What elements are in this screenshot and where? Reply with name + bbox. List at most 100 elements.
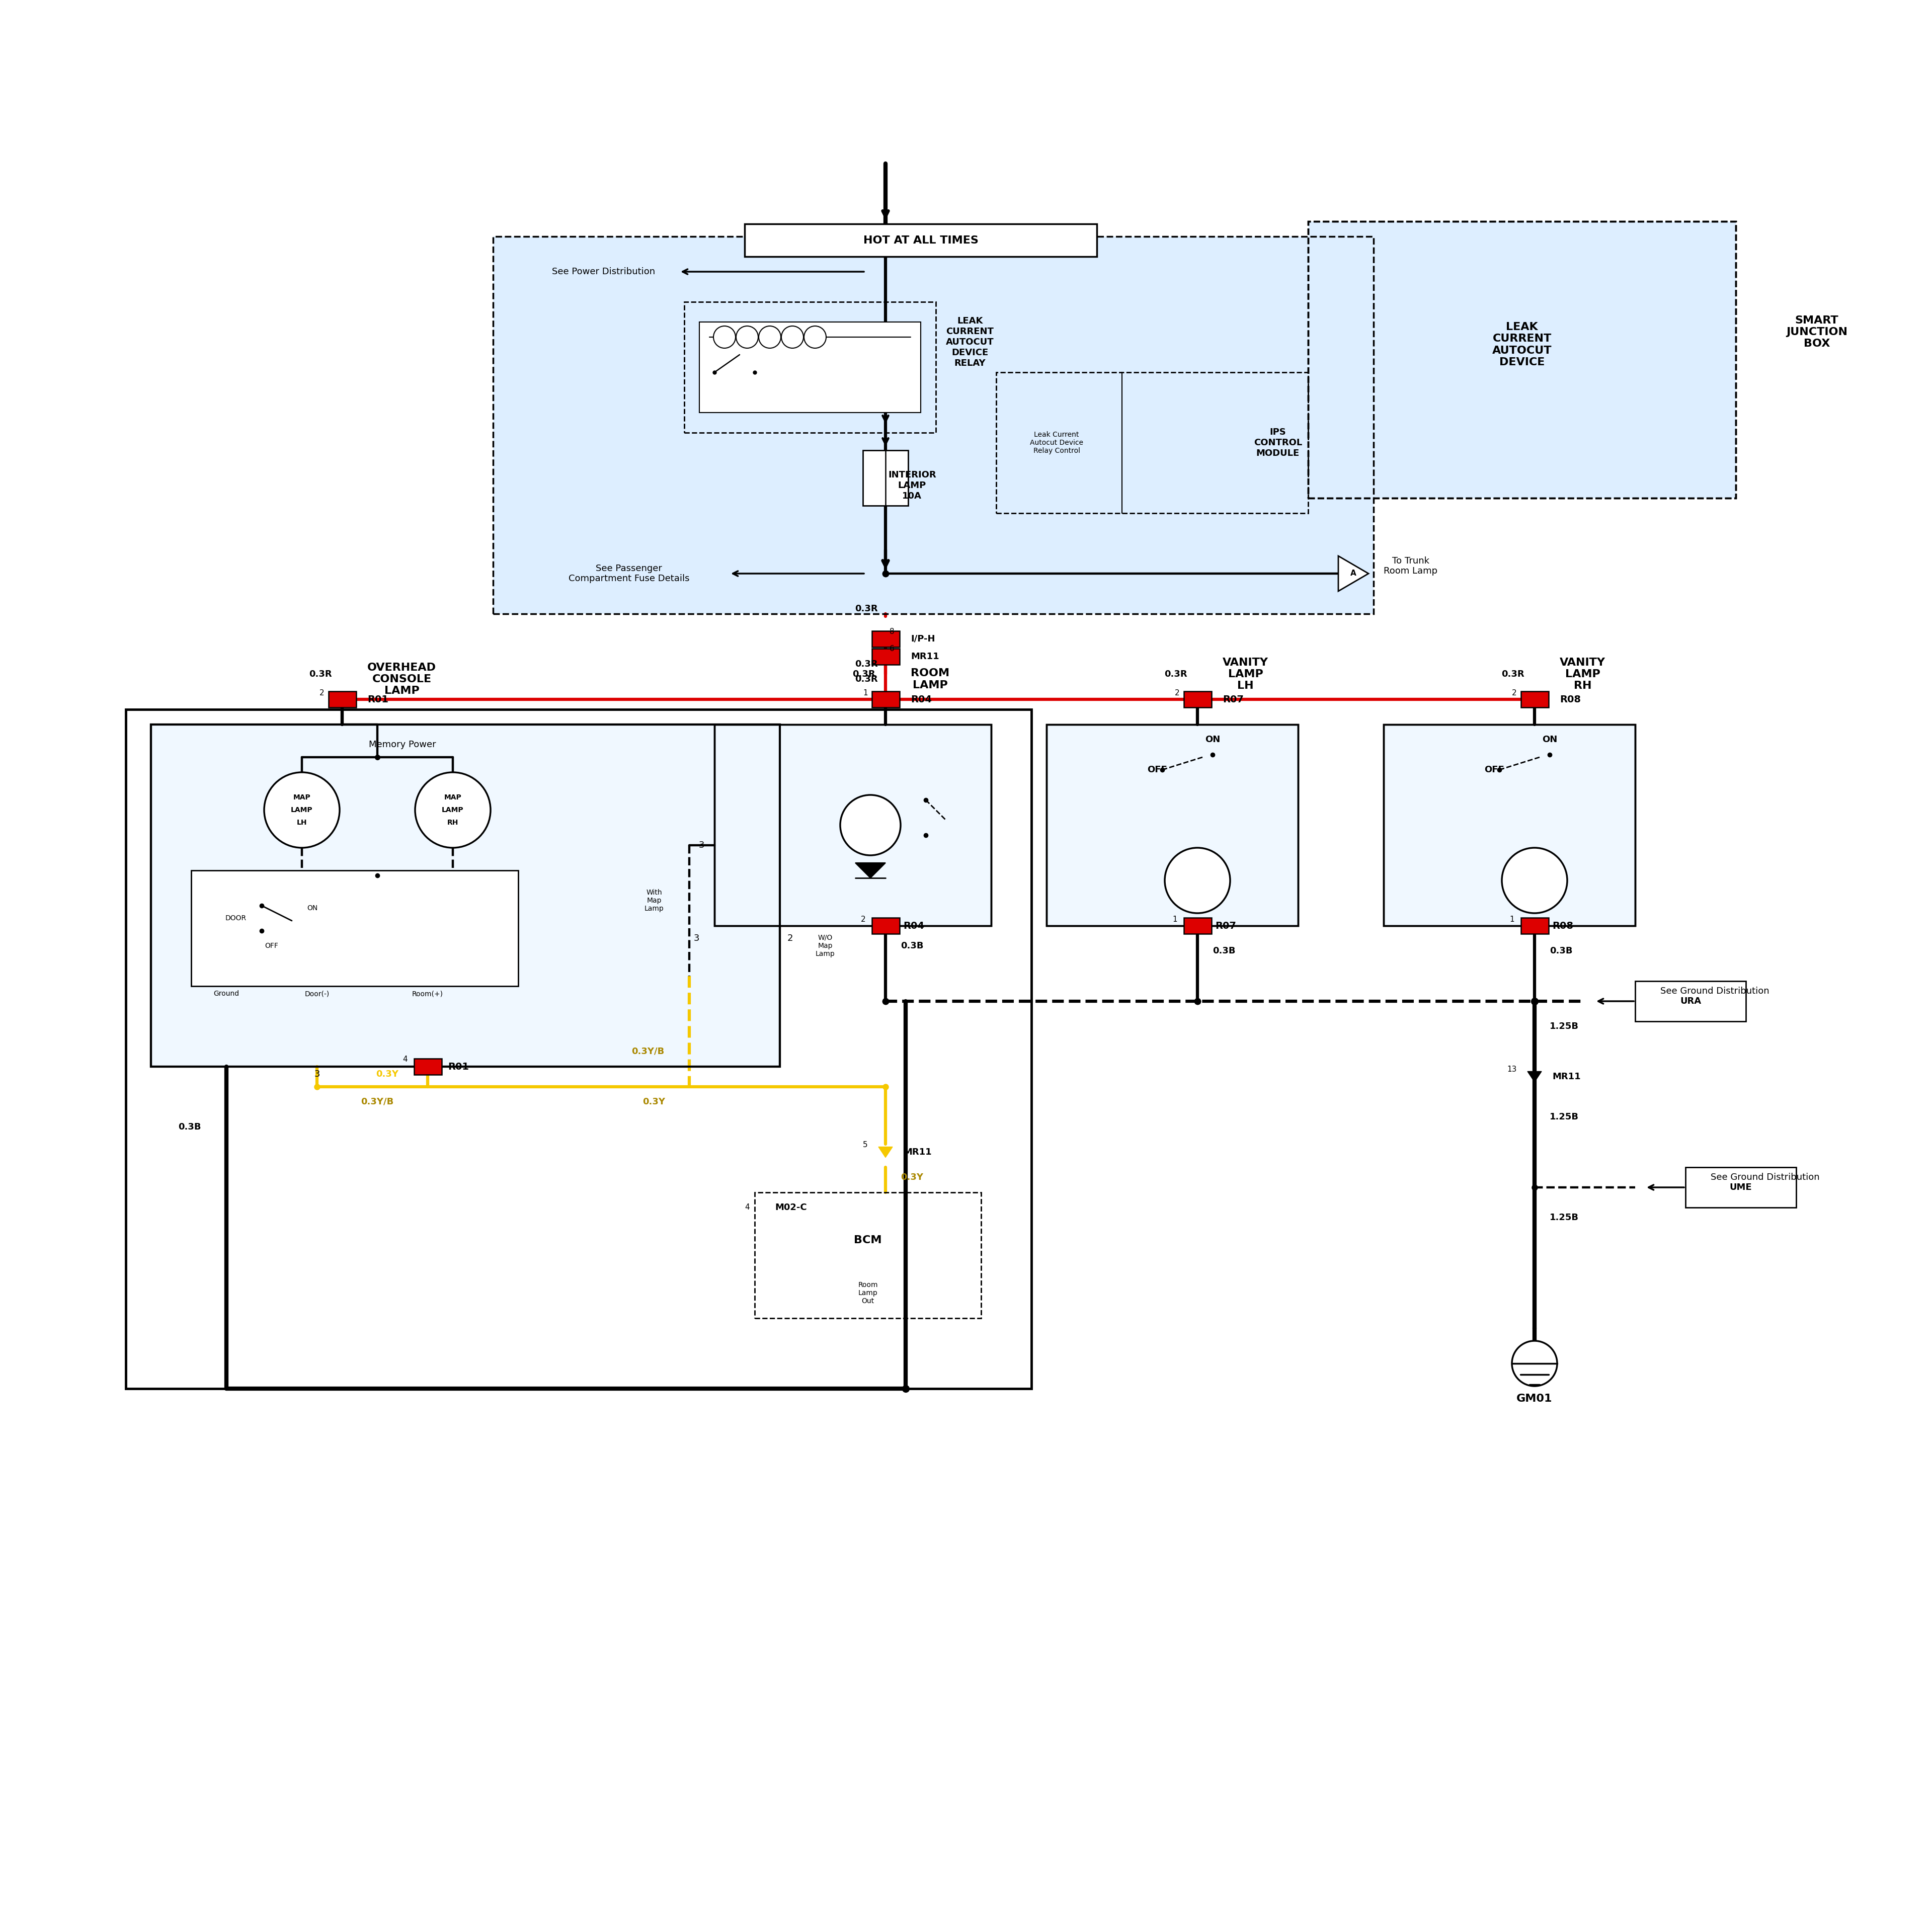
Circle shape: [781, 327, 804, 348]
Text: ON: ON: [1542, 734, 1557, 744]
Polygon shape: [1528, 1072, 1542, 1082]
Text: See Power Distribution: See Power Distribution: [553, 267, 655, 276]
Text: URA: URA: [1681, 997, 1700, 1007]
Bar: [126, 709, 1032, 1389]
Text: 0.3B: 0.3B: [1213, 947, 1235, 956]
Text: MAP: MAP: [294, 794, 311, 802]
Text: GM01: GM01: [1517, 1393, 1553, 1405]
Bar: [871, 692, 898, 707]
Text: A: A: [1350, 570, 1356, 578]
Text: See Ground Distribution: See Ground Distribution: [1710, 1173, 1820, 1182]
Text: 1: 1: [1173, 916, 1177, 923]
Text: LAMP: LAMP: [442, 806, 464, 813]
Text: R04: R04: [902, 922, 923, 931]
Bar: [328, 692, 355, 707]
Text: ON: ON: [1206, 734, 1221, 744]
Bar: [1520, 692, 1548, 707]
Text: See Passenger
Compartment Fuse Details: See Passenger Compartment Fuse Details: [568, 564, 690, 583]
Text: BCM: BCM: [854, 1235, 881, 1246]
Bar: [1184, 918, 1211, 933]
Text: I/P-H: I/P-H: [910, 634, 935, 643]
Text: OFF: OFF: [1148, 765, 1167, 775]
Circle shape: [736, 327, 757, 348]
Text: 2: 2: [319, 690, 325, 697]
Text: 1: 1: [1509, 916, 1515, 923]
Text: 2: 2: [860, 916, 866, 923]
Bar: [864, 450, 908, 506]
Text: MR11: MR11: [910, 653, 939, 661]
Circle shape: [759, 327, 781, 348]
Text: 4: 4: [746, 1204, 750, 1211]
Text: 1.25B: 1.25B: [1549, 1113, 1578, 1121]
Circle shape: [415, 773, 491, 848]
Text: 5: 5: [864, 1140, 867, 1148]
Text: VANITY
LAMP
RH: VANITY LAMP RH: [1559, 657, 1605, 692]
Circle shape: [840, 794, 900, 856]
Text: VANITY
LAMP
LH: VANITY LAMP LH: [1223, 657, 1269, 692]
Bar: [493, 236, 1374, 614]
Text: R08: R08: [1559, 696, 1580, 703]
Text: 2: 2: [1175, 690, 1180, 697]
Text: 8: 8: [889, 628, 895, 636]
Bar: [755, 1192, 981, 1318]
Text: To Trunk
Room Lamp: To Trunk Room Lamp: [1383, 556, 1437, 576]
Text: LEAK
CURRENT
AUTOCUT
DEVICE: LEAK CURRENT AUTOCUT DEVICE: [1492, 323, 1551, 367]
Text: See Ground Distribution: See Ground Distribution: [1660, 987, 1770, 995]
Text: Memory Power: Memory Power: [369, 740, 437, 750]
Bar: [1184, 692, 1211, 707]
Text: INTERIOR
LAMP
10A: INTERIOR LAMP 10A: [889, 471, 937, 500]
Circle shape: [1165, 848, 1231, 914]
Circle shape: [713, 327, 736, 348]
Text: RH: RH: [446, 819, 458, 827]
Text: 1: 1: [864, 690, 867, 697]
Polygon shape: [879, 1148, 893, 1157]
Text: 0.3B: 0.3B: [900, 941, 923, 951]
Text: MR11: MR11: [902, 1148, 931, 1157]
Text: R07: R07: [1223, 696, 1244, 703]
Bar: [997, 373, 1308, 514]
Text: HOT AT ALL TIMES: HOT AT ALL TIMES: [864, 236, 978, 245]
Bar: [1634, 981, 1747, 1022]
Bar: [1685, 1167, 1797, 1208]
Bar: [1308, 222, 1735, 498]
Bar: [191, 871, 518, 985]
Text: 0.3B: 0.3B: [178, 1122, 201, 1132]
Bar: [871, 632, 898, 647]
Text: 0.3Y: 0.3Y: [900, 1173, 923, 1182]
Polygon shape: [856, 864, 885, 877]
Text: 0.3R: 0.3R: [309, 670, 332, 678]
Circle shape: [265, 773, 340, 848]
Text: W/O
Map
Lamp: W/O Map Lamp: [815, 935, 835, 958]
Text: LAMP: LAMP: [292, 806, 313, 813]
Text: Ground: Ground: [214, 991, 240, 997]
Text: Room(+): Room(+): [412, 991, 442, 997]
Text: 1: 1: [224, 1070, 230, 1078]
Text: 3: 3: [699, 840, 705, 850]
Text: 2: 2: [1513, 690, 1517, 697]
Text: SMART
JUNCTION
BOX: SMART JUNCTION BOX: [1785, 315, 1847, 350]
Text: 1.25B: 1.25B: [1549, 1022, 1578, 1032]
Text: R07: R07: [1215, 922, 1236, 931]
Text: M02-C: M02-C: [775, 1204, 808, 1211]
Text: 0.3R: 0.3R: [1501, 670, 1524, 678]
Text: R01: R01: [448, 1063, 469, 1072]
Circle shape: [804, 327, 827, 348]
Text: 0.3R: 0.3R: [852, 670, 875, 678]
Bar: [1047, 725, 1298, 925]
Text: 3: 3: [694, 933, 699, 943]
Bar: [699, 323, 922, 413]
Text: 0.3R: 0.3R: [1165, 670, 1188, 678]
Text: 6: 6: [889, 645, 895, 653]
Bar: [871, 918, 898, 933]
Text: DOOR: DOOR: [226, 914, 247, 922]
Bar: [493, 236, 1374, 614]
Text: 0.3Y: 0.3Y: [377, 1070, 398, 1078]
Text: 2: 2: [786, 933, 792, 943]
Bar: [151, 725, 781, 1066]
Text: Room
Lamp
Out: Room Lamp Out: [858, 1281, 877, 1304]
Text: OFF: OFF: [265, 943, 278, 949]
Text: LH: LH: [298, 819, 307, 827]
Bar: [1047, 725, 1298, 925]
Circle shape: [1501, 848, 1567, 914]
Circle shape: [1513, 1341, 1557, 1385]
